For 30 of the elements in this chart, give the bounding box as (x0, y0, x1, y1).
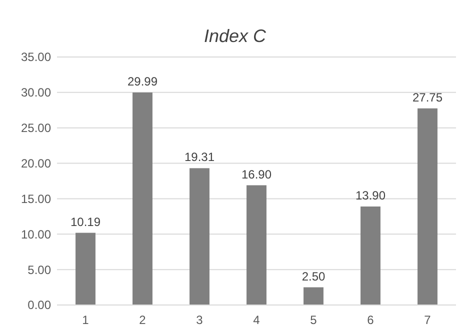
y-tick-label: 30.00 (20, 86, 52, 100)
data-label: 19.31 (184, 150, 215, 164)
bar (246, 185, 266, 305)
data-label: 2.50 (302, 269, 326, 284)
chart-title: Index C (204, 26, 268, 46)
y-tick-label: 5.00 (28, 262, 52, 277)
bar (190, 168, 210, 305)
y-tick-label: 20.00 (20, 156, 52, 170)
data-label: 27.75 (412, 90, 443, 104)
data-label: 13.90 (355, 188, 386, 203)
y-tick-label: 25.00 (20, 121, 52, 136)
data-label: 16.90 (241, 167, 272, 182)
data-label: 10.19 (70, 214, 101, 229)
data-label: 29.99 (127, 74, 158, 88)
x-tick-label: 5 (310, 313, 318, 327)
x-tick-label: 7 (424, 313, 432, 327)
y-tick-label: 35.00 (20, 50, 52, 64)
x-tick-label: 2 (139, 313, 146, 327)
bar (76, 232, 96, 305)
bar (418, 108, 438, 305)
bar (132, 92, 152, 305)
y-tick-label: 15.00 (20, 192, 52, 206)
bar (304, 287, 324, 305)
x-tick-label: 4 (253, 313, 260, 327)
x-tick-label: 3 (196, 313, 204, 327)
x-tick-label: 6 (367, 313, 374, 327)
bar (360, 206, 380, 305)
y-tick-label: 10.00 (20, 227, 52, 242)
y-tick-label: 0.00 (28, 298, 52, 312)
x-tick-label: 1 (82, 313, 90, 327)
